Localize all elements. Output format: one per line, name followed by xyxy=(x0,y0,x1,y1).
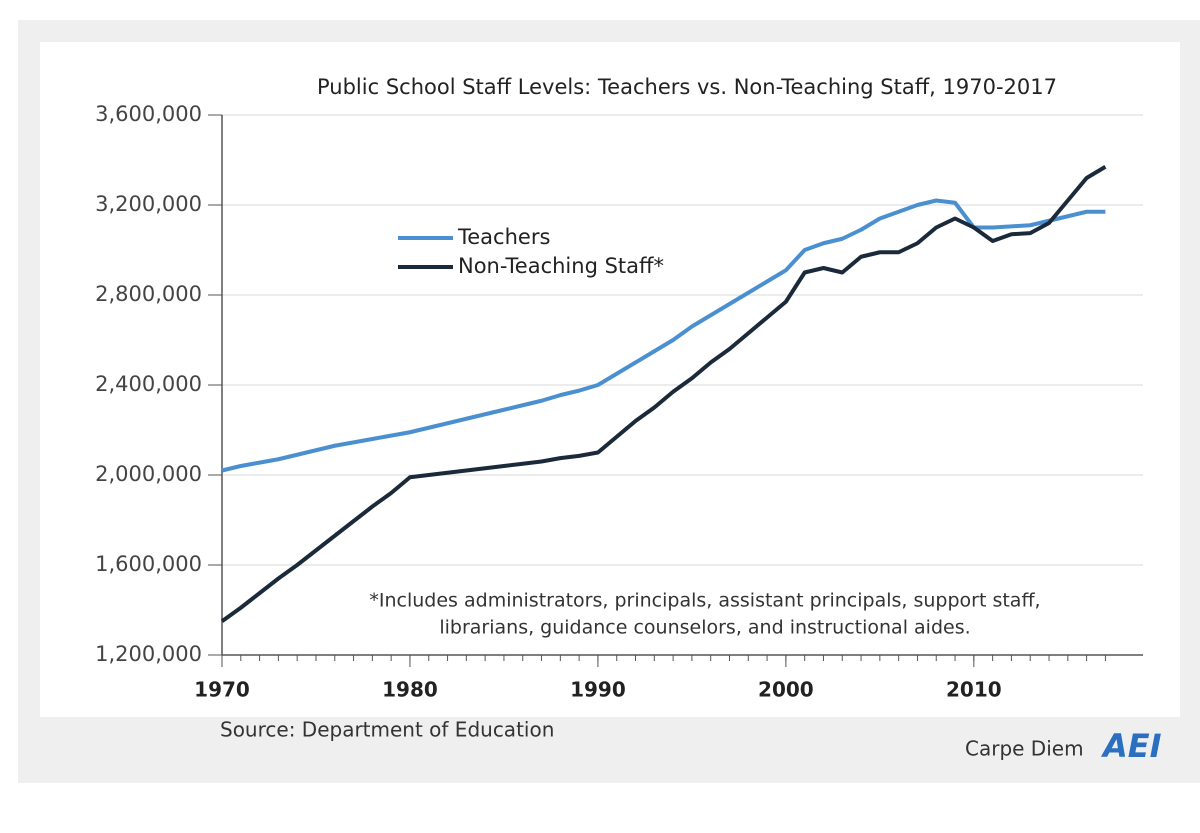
chart-title: Public School Staff Levels: Teachers vs.… xyxy=(317,75,1057,99)
y-tick-label: 2,000,000 xyxy=(95,462,202,486)
x-tick-label: 1970 xyxy=(194,678,250,702)
brand: Carpe Diem xyxy=(965,737,1084,761)
y-tick-label: 3,600,000 xyxy=(95,102,202,126)
x-tick-label: 1990 xyxy=(570,678,626,702)
series-line xyxy=(221,198,1106,473)
annotation: *Includes administrators, principals, as… xyxy=(369,590,1040,612)
y-tick-label: 1,600,000 xyxy=(95,552,202,576)
x-tick-label: 1980 xyxy=(382,678,438,702)
source: Source: Department of Education xyxy=(220,718,554,742)
logo: AEI xyxy=(1100,727,1162,765)
series-line xyxy=(220,165,1107,623)
annotation: librarians, guidance counselors, and ins… xyxy=(439,617,970,639)
y-tick-label: 3,200,000 xyxy=(95,192,202,216)
x-tick-label: 2010 xyxy=(946,678,1002,702)
legend-label: Non-Teaching Staff* xyxy=(458,254,664,278)
y-tick-label: 2,400,000 xyxy=(95,372,202,396)
y-tick-label: 1,200,000 xyxy=(95,642,202,666)
x-tick-label: 2000 xyxy=(758,678,814,702)
y-tick-label: 2,800,000 xyxy=(95,282,202,306)
legend-label: Teachers xyxy=(457,225,550,249)
